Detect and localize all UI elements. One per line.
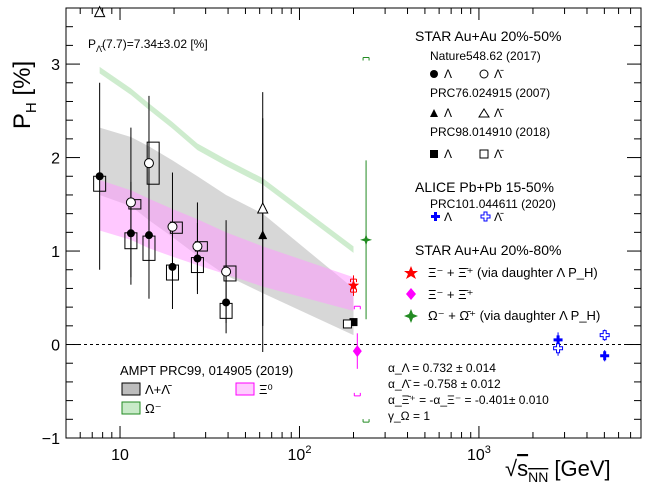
- marker-star4: [360, 233, 373, 246]
- legend-ref1: Nature548.62 (2017): [430, 49, 541, 63]
- marker-cross-open: [553, 343, 564, 354]
- marker-square-filled: [349, 318, 358, 327]
- y-tick-label: 2: [51, 151, 60, 168]
- marker-diamond: [352, 345, 362, 358]
- x-tick-label: 102: [288, 444, 312, 464]
- legend-star-20-80: STAR Au+Au 20%-80% Ξ⁻ + Ξ̄⁺ (via daughte…: [404, 242, 600, 323]
- legend-ampt-xi0: Ξ⁰: [259, 382, 273, 397]
- sys-bracket-top: [353, 305, 361, 310]
- legend-ampt-header: AMPT PRC99, 014905 (2019): [120, 363, 293, 378]
- x-tick-label: 10: [111, 447, 129, 464]
- legend-xi-red: Ξ⁻ + Ξ̄⁺ (via daughter Λ P_H): [428, 265, 598, 280]
- legend-xi-magenta: Ξ⁻ + Ξ̄⁺: [428, 287, 473, 302]
- legend-marker-square-filled: [430, 150, 438, 158]
- x-tick-label: 103: [467, 444, 491, 464]
- marker-circle-filled: [95, 172, 104, 181]
- legend-alice-b: Λ̄: [494, 210, 504, 224]
- legend-ref3-b: Λ̄: [494, 147, 504, 161]
- legend-alice-ref: PRC101.044611 (2020): [430, 197, 556, 211]
- marker-circle-open: [143, 158, 154, 169]
- y-tick-label: −1: [42, 431, 60, 448]
- alpha-constants: α_Λ = 0.732 ± 0.014 α_Λ̄ = -0.758 ± 0.01…: [388, 361, 549, 423]
- legend-marker-circle-open: [479, 69, 489, 79]
- legend-swatch-lambda: [121, 382, 141, 396]
- y-tick-label: 3: [51, 57, 60, 74]
- legend-ref1-a: Λ: [444, 67, 452, 81]
- legend-omega: Ω⁻ + Ω̄⁺ (via daughter Λ P_H): [428, 308, 600, 323]
- sys-bracket-bottom: [362, 419, 370, 423]
- data-points: [93, 5, 610, 423]
- legend-alice-a: Λ: [444, 210, 452, 224]
- legend-ampt-omega: Ω⁻: [145, 401, 162, 416]
- marker-cross-open: [599, 330, 610, 341]
- marker-triangle-open: [93, 5, 106, 18]
- legend-marker-diamond: [406, 288, 416, 300]
- x-axis-title: √sNN [GeV]: [505, 456, 611, 485]
- legend-marker-cross-filled: [431, 212, 440, 221]
- marker-square-open: [342, 319, 352, 329]
- legend-ampt-lambda: Λ+Λ̄: [145, 382, 172, 397]
- gamma-omega: γ_Ω = 1: [388, 409, 430, 423]
- sys-bracket-bottom: [353, 392, 361, 397]
- legend-marker-triangle-open: [478, 108, 490, 118]
- legend-alice: ALICE Pb+Pb 15-50% PRC101.044611 (2020) …: [415, 179, 556, 224]
- legend-marker-star4-green: [404, 309, 418, 323]
- alpha-antilambda: α_Λ̄ = -0.758 ± 0.012: [388, 377, 501, 391]
- alpha-xi: α_Ξ̄⁺ = -α_Ξ⁻ = -0.401± 0.010: [388, 393, 549, 407]
- marker-circle-open: [125, 197, 136, 208]
- legend-ref1-b: Λ̄: [494, 67, 504, 81]
- sys-bracket-top: [362, 57, 370, 61]
- marker-circle-open: [221, 266, 232, 277]
- legend-ampt: AMPT PRC99, 014905 (2019) Λ+Λ̄ Ξ⁰ Ω⁻: [120, 363, 293, 416]
- legend-star-20-50: STAR Au+Au 20%-50% Nature548.62 (2017) Λ…: [415, 28, 561, 161]
- legend-marker-circle-filled: [430, 70, 438, 78]
- y-axis-title: PH [%]: [9, 61, 40, 129]
- y-tick-label: 0: [51, 338, 60, 355]
- marker-triangle-open: [256, 201, 269, 214]
- marker-circle-open: [167, 221, 178, 232]
- legend-alice-header: ALICE Pb+Pb 15-50%: [415, 179, 554, 195]
- legend-marker-triangle-filled: [430, 109, 438, 117]
- legend-ref2-b: Λ̄: [494, 106, 504, 120]
- y-tick-label: 1: [51, 244, 60, 261]
- marker-circle-open: [192, 241, 203, 252]
- alpha-lambda: α_Λ = 0.732 ± 0.014: [388, 361, 496, 375]
- marker-cross-filled: [553, 335, 563, 345]
- band-2: [99, 66, 354, 253]
- annotation-topleft: PΛ̄(7.7)=7.34±3.02 [%]: [88, 37, 208, 54]
- marker-cross-filled: [600, 351, 610, 361]
- marker-star: [347, 279, 360, 291]
- legend-ref2: PRC76.024915 (2007): [430, 86, 550, 100]
- legend-marker-cross-open: [480, 211, 491, 222]
- legend-marker-square-open: [479, 149, 489, 159]
- legend-swatch-omega: [121, 401, 141, 415]
- marker-circle-filled: [144, 231, 153, 240]
- legend-swatch-xi0: [235, 382, 255, 396]
- legend-star-header: STAR Au+Au 20%-50%: [415, 28, 561, 44]
- legend-marker-star-red: [404, 266, 418, 279]
- axis-ticks: 10 102 103 −1 0 1 2 3: [42, 8, 642, 464]
- legend-ref2-a: Λ: [444, 106, 452, 120]
- legend-star80-header: STAR Au+Au 20%-80%: [415, 242, 561, 258]
- legend-ref3-a: Λ: [444, 147, 452, 161]
- legend-ref3: PRC98.014910 (2018): [430, 125, 550, 139]
